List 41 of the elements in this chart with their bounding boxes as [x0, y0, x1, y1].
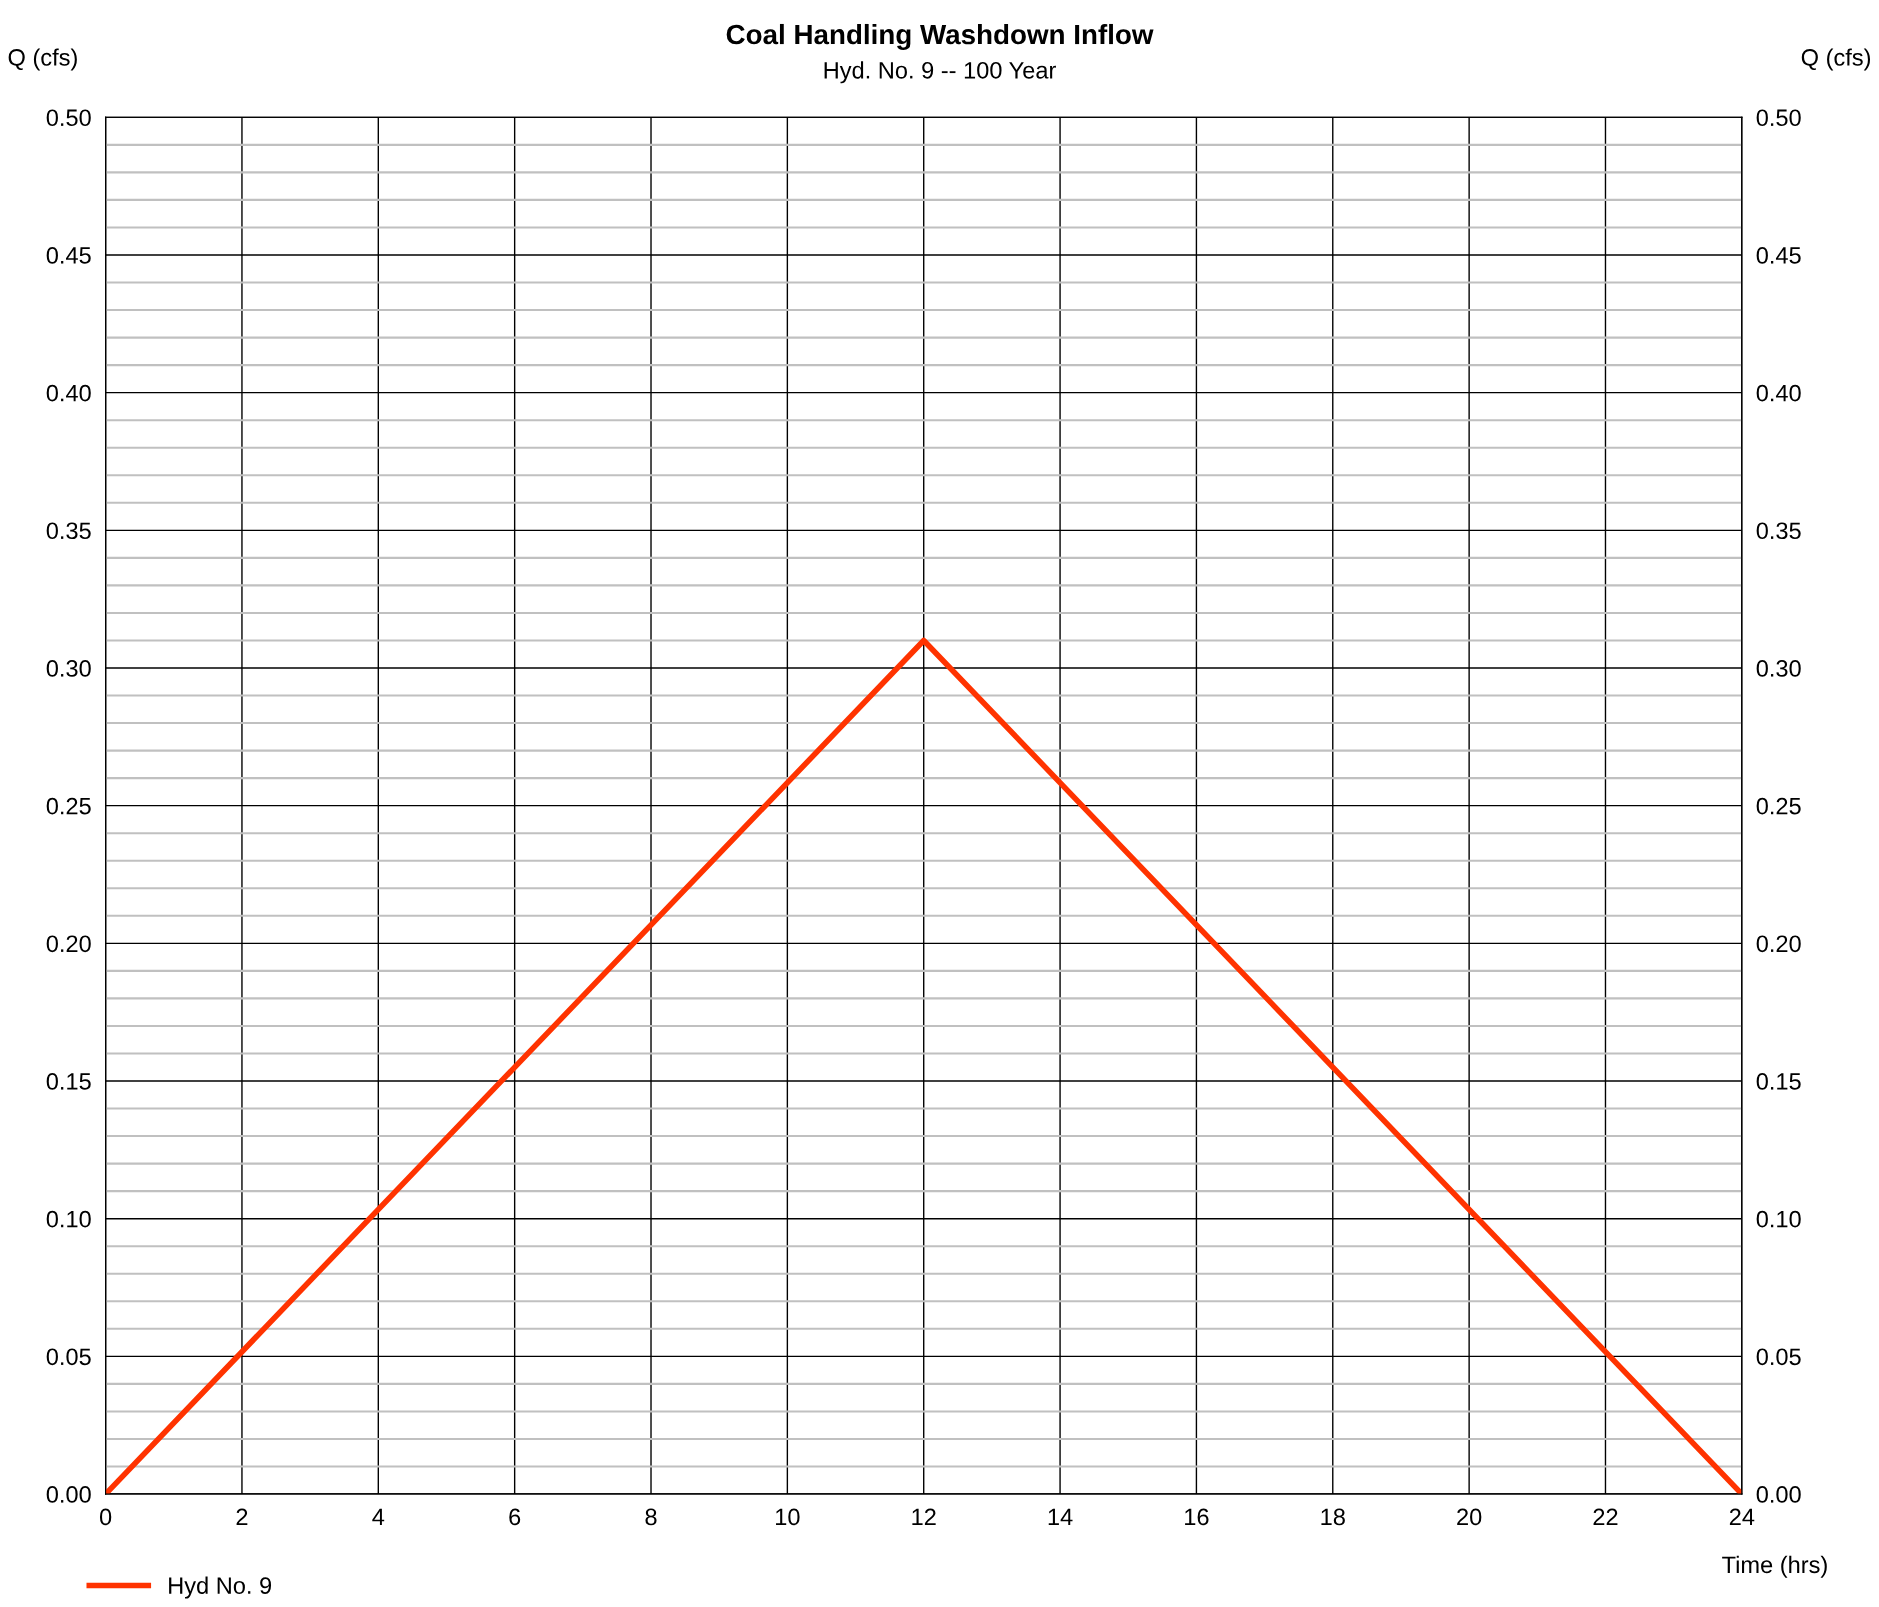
y-tick-label: 0.20 — [46, 935, 91, 953]
y-tick-label: 0.50 — [46, 109, 91, 127]
x-tick-label: 22 — [1593, 1508, 1618, 1526]
y2-tick-label: 0.15 — [1756, 1073, 1801, 1090]
x-tick-label: 24 — [1729, 1508, 1755, 1526]
chart-title: Coal Handling Washdown Inflow — [726, 23, 1154, 50]
y2-tick-label: 0.45 — [1756, 247, 1801, 264]
y2-tick-label: 0.50 — [1756, 109, 1801, 127]
x-tick-label: 4 — [372, 1508, 385, 1526]
x-tick-label: 14 — [1048, 1508, 1073, 1526]
x-tick-label: 12 — [912, 1508, 936, 1526]
y-tick-label: 0.15 — [46, 1073, 91, 1090]
y2-tick-label: 0.00 — [1756, 1486, 1801, 1503]
y2-tick-label: 0.25 — [1756, 797, 1801, 815]
y-axis-title: Q (cfs) — [8, 48, 77, 71]
x-tick-label: 8 — [645, 1508, 657, 1526]
legend-label: Hyd No. 9 — [169, 1576, 272, 1599]
y-tick-label: 0.45 — [46, 247, 91, 264]
x-axis-title: Time (hrs) — [1722, 1555, 1827, 1578]
x-tick-label: 20 — [1457, 1508, 1482, 1526]
chart-subtitle: Hyd. No. 9 -- 100 Year — [824, 61, 1056, 84]
y-tick-label: 0.00 — [46, 1486, 91, 1503]
y2-tick-label: 0.10 — [1756, 1210, 1801, 1228]
y-tick-label: 0.30 — [46, 660, 91, 677]
y2-tick-label: 0.20 — [1756, 935, 1801, 953]
y2-tick-label: 0.40 — [1756, 384, 1801, 402]
y-tick-label: 0.25 — [46, 797, 91, 815]
x-tick-label: 0 — [99, 1508, 112, 1526]
y-tick-label: 0.40 — [46, 384, 91, 402]
y-tick-label: 0.10 — [46, 1210, 91, 1228]
x-tick-label: 16 — [1185, 1508, 1209, 1526]
x-tick-label: 6 — [509, 1508, 521, 1526]
x-tick-label: 18 — [1321, 1508, 1345, 1526]
y-tick-label: 0.35 — [46, 522, 91, 540]
x-tick-label: 2 — [236, 1508, 248, 1526]
y2-tick-label: 0.05 — [1756, 1348, 1801, 1366]
x-tick-label: 10 — [776, 1508, 800, 1526]
y2-axis-title: Q (cfs) — [1801, 48, 1871, 71]
y2-tick-label: 0.35 — [1756, 522, 1801, 540]
y-tick-label: 0.05 — [46, 1348, 91, 1366]
y2-tick-label: 0.30 — [1756, 660, 1801, 677]
